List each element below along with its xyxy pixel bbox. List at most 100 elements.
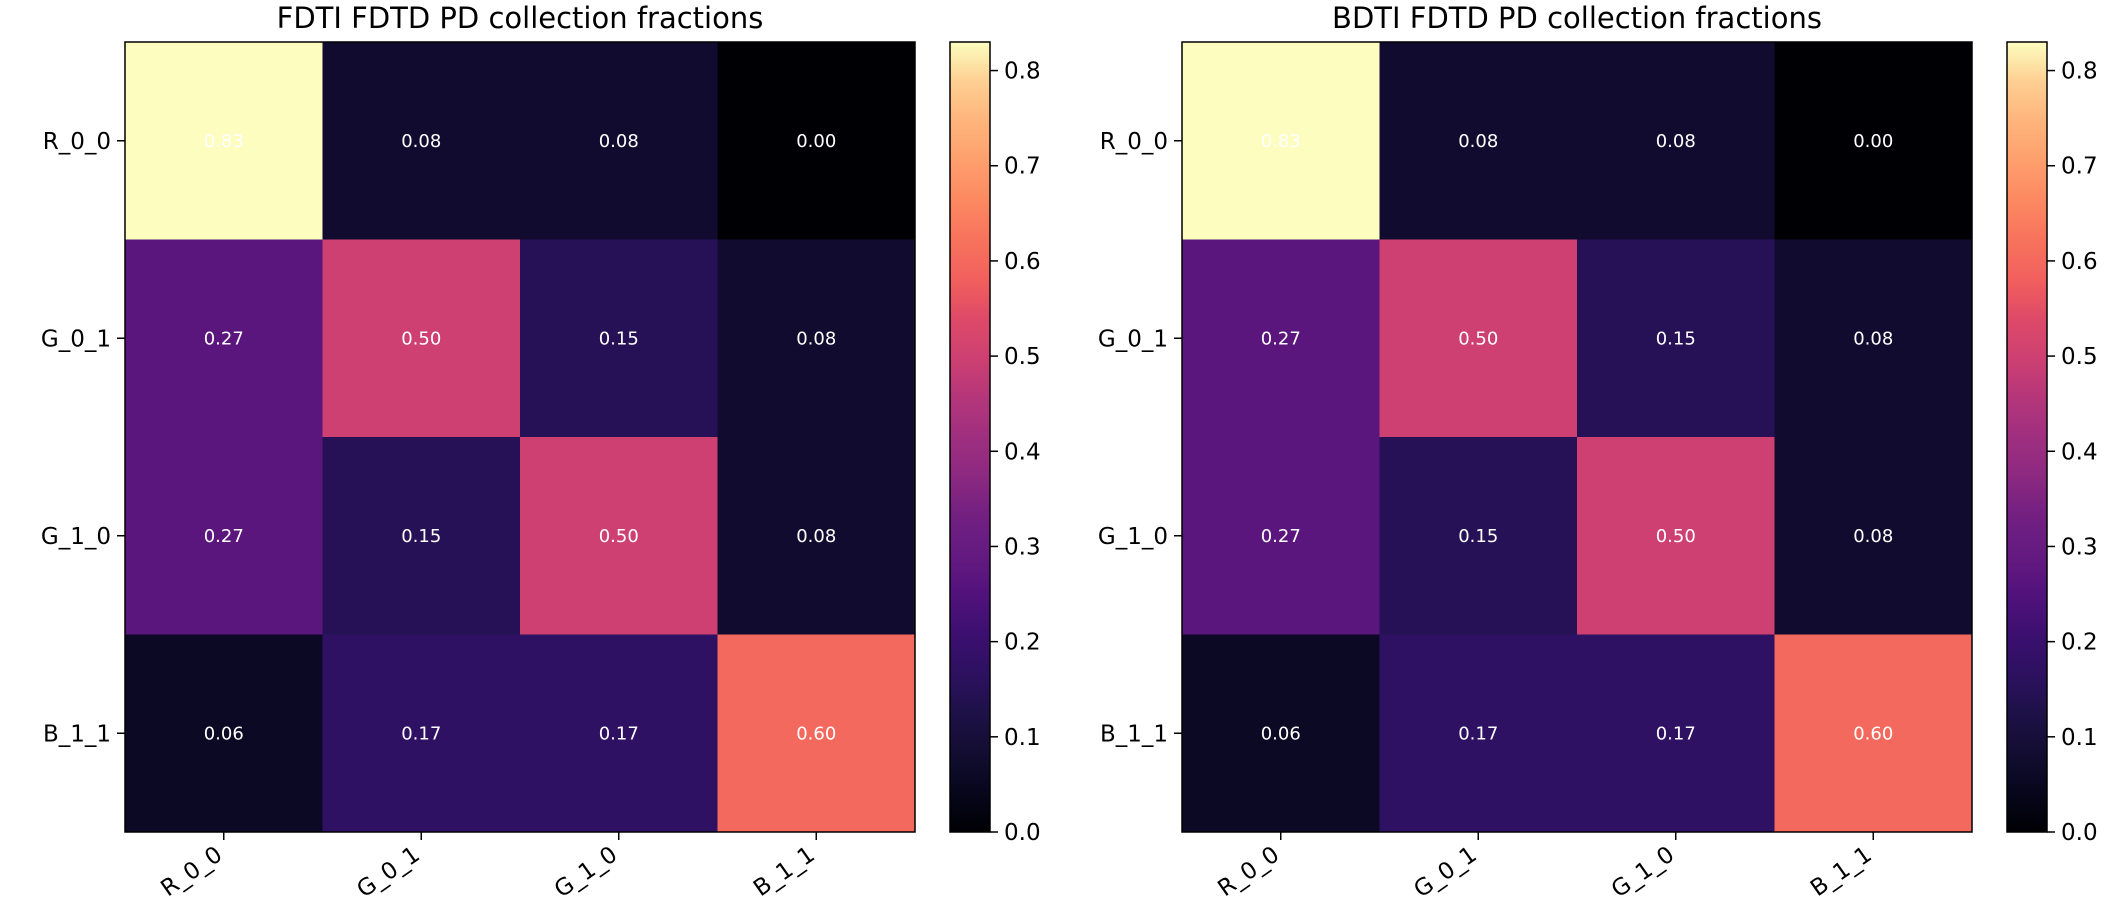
cell-value-label: 0.15: [1458, 526, 1498, 547]
cell-value-label: 0.60: [1853, 723, 1893, 744]
colorbar-tick-label: 0.7: [2061, 154, 2098, 180]
chart-title: BDTI FDTD PD collection fractions: [1332, 1, 1822, 35]
cell-value-label: 0.06: [1261, 723, 1301, 744]
x-tick-label: R_0_0: [1213, 842, 1284, 902]
cell-value-label: 0.27: [204, 328, 244, 349]
heatmap-cell: [1379, 42, 1578, 240]
cell-value-label: 0.15: [599, 328, 639, 349]
heatmap-cell: [1774, 239, 1973, 438]
y-tick-label: G_1_0: [1098, 524, 1168, 550]
cell-value-label: 0.08: [1853, 526, 1893, 547]
x-tick-label: G_0_1: [352, 842, 424, 904]
colorbar-tick-label: 0.1: [1004, 725, 1041, 751]
x-tick-label: R_0_0: [156, 842, 227, 902]
y-tick-label: B_1_1: [43, 721, 111, 747]
colorbar-tick-label: 0.1: [2061, 725, 2098, 751]
colorbar-tick-label: 0.6: [2061, 249, 2098, 275]
cell-value-label: 0.83: [1261, 131, 1301, 152]
heatmap-cell: [322, 437, 521, 635]
heatmap-cell: [1774, 634, 1973, 833]
heatmap-cell: [520, 42, 718, 240]
heatmap-cell: [717, 437, 916, 635]
x-tick-label: B_1_1: [749, 842, 820, 902]
heatmap-cell: [717, 634, 916, 833]
cell-value-label: 0.17: [1458, 723, 1498, 744]
colorbar-gradient: [2007, 42, 2047, 832]
heatmap-cell: [1379, 437, 1578, 635]
colorbar-tick-label: 0.7: [1004, 154, 1041, 180]
colorbar-tick-label: 0.3: [1004, 534, 1041, 560]
heatmap-cell: [1774, 437, 1973, 635]
heatmap-panel-2: BDTI FDTD PD collection fractions 0.83 0.0…: [1098, 1, 2098, 903]
colorbar-tick-label: 0.6: [1004, 249, 1041, 275]
cell-value-label: 0.17: [599, 723, 639, 744]
cell-value-label: 0.17: [401, 723, 441, 744]
heatmap-cell: [322, 42, 521, 240]
x-tick-label: G_1_0: [550, 842, 622, 904]
heatmap-frame: [1181, 41, 1973, 833]
heatmap-cell: [1379, 239, 1578, 438]
colorbar-tick-label: 0.5: [2061, 344, 2098, 370]
cell-value-label: 0.50: [1458, 328, 1498, 349]
heatmap-cell: [520, 634, 718, 833]
cell-value-label: 0.08: [599, 131, 639, 152]
cell-value-label: 0.83: [204, 131, 244, 152]
heatmap-cell: [322, 634, 521, 833]
colorbar-frame: [2006, 41, 2048, 833]
y-tick-label: B_1_1: [1100, 721, 1168, 747]
cell-value-label: 0.08: [796, 526, 836, 547]
heatmap-cell: [125, 239, 323, 438]
heatmap-cell: [1182, 634, 1380, 833]
heatmap-cell: [717, 239, 916, 438]
colorbar: 0.0 0.1 0.2 0.3 0.4 0.5 0.6 0.7 0.8: [2006, 41, 2098, 846]
x-tick-label: G_0_1: [1409, 842, 1481, 904]
heatmap-cell: [125, 42, 323, 240]
heatmap-cell: [1182, 437, 1380, 635]
colorbar-tick-label: 0.4: [1004, 439, 1041, 465]
heatmap-cell: [1774, 42, 1973, 240]
cell-value-label: 0.27: [204, 526, 244, 547]
y-tick-label: R_0_0: [1100, 129, 1168, 155]
cell-value-label: 0.15: [1656, 328, 1696, 349]
heatmap-frame: [124, 41, 916, 833]
y-tick-label: G_0_1: [41, 326, 111, 352]
heatmap-cell: [1577, 634, 1775, 833]
heatmap-cell: [1577, 239, 1775, 438]
y-tick-label: G_1_0: [41, 524, 111, 550]
heatmap-cell: [322, 239, 521, 438]
y-tick-label: R_0_0: [43, 129, 111, 155]
heatmap-cell: [1577, 437, 1775, 635]
cell-value-label: 0.50: [401, 328, 441, 349]
colorbar-tick-label: 0.2: [2061, 630, 2098, 656]
cell-value-label: 0.08: [1458, 131, 1498, 152]
heatmap-cell: [125, 634, 323, 833]
cell-value-label: 0.00: [796, 131, 836, 152]
y-tick-label: G_0_1: [1098, 326, 1168, 352]
cell-value-label: 0.50: [599, 526, 639, 547]
colorbar-gradient: [950, 42, 990, 832]
colorbar-tick-label: 0.4: [2061, 439, 2098, 465]
colorbar-tick-label: 0.3: [2061, 534, 2098, 560]
cell-value-label: 0.06: [204, 723, 244, 744]
cell-value-label: 0.08: [401, 131, 441, 152]
heatmap-cell: [125, 437, 323, 635]
heatmap-cell: [1379, 634, 1578, 833]
cell-value-label: 0.08: [796, 328, 836, 349]
cell-value-label: 0.27: [1261, 526, 1301, 547]
cell-value-label: 0.50: [1656, 526, 1696, 547]
x-tick-label: B_1_1: [1806, 842, 1877, 902]
cell-value-label: 0.00: [1853, 131, 1893, 152]
colorbar: 0.0 0.1 0.2 0.3 0.4 0.5 0.6 0.7 0.8: [949, 41, 1041, 846]
x-tick-label: G_1_0: [1607, 842, 1679, 904]
cell-value-label: 0.15: [401, 526, 441, 547]
colorbar-tick-label: 0.0: [1004, 820, 1041, 846]
cell-value-label: 0.17: [1656, 723, 1696, 744]
colorbar-tick-label: 0.8: [1004, 59, 1041, 85]
heatmap-cell: [1182, 239, 1380, 438]
colorbar-tick-label: 0.0: [2061, 820, 2098, 846]
heatmap-cell: [1182, 42, 1380, 240]
cell-value-label: 0.08: [1656, 131, 1696, 152]
heatmap-panel-1: FDTI FDTD PD collection fractions 0.83 0.0…: [41, 1, 1041, 903]
colorbar-tick-label: 0.2: [1004, 630, 1041, 656]
